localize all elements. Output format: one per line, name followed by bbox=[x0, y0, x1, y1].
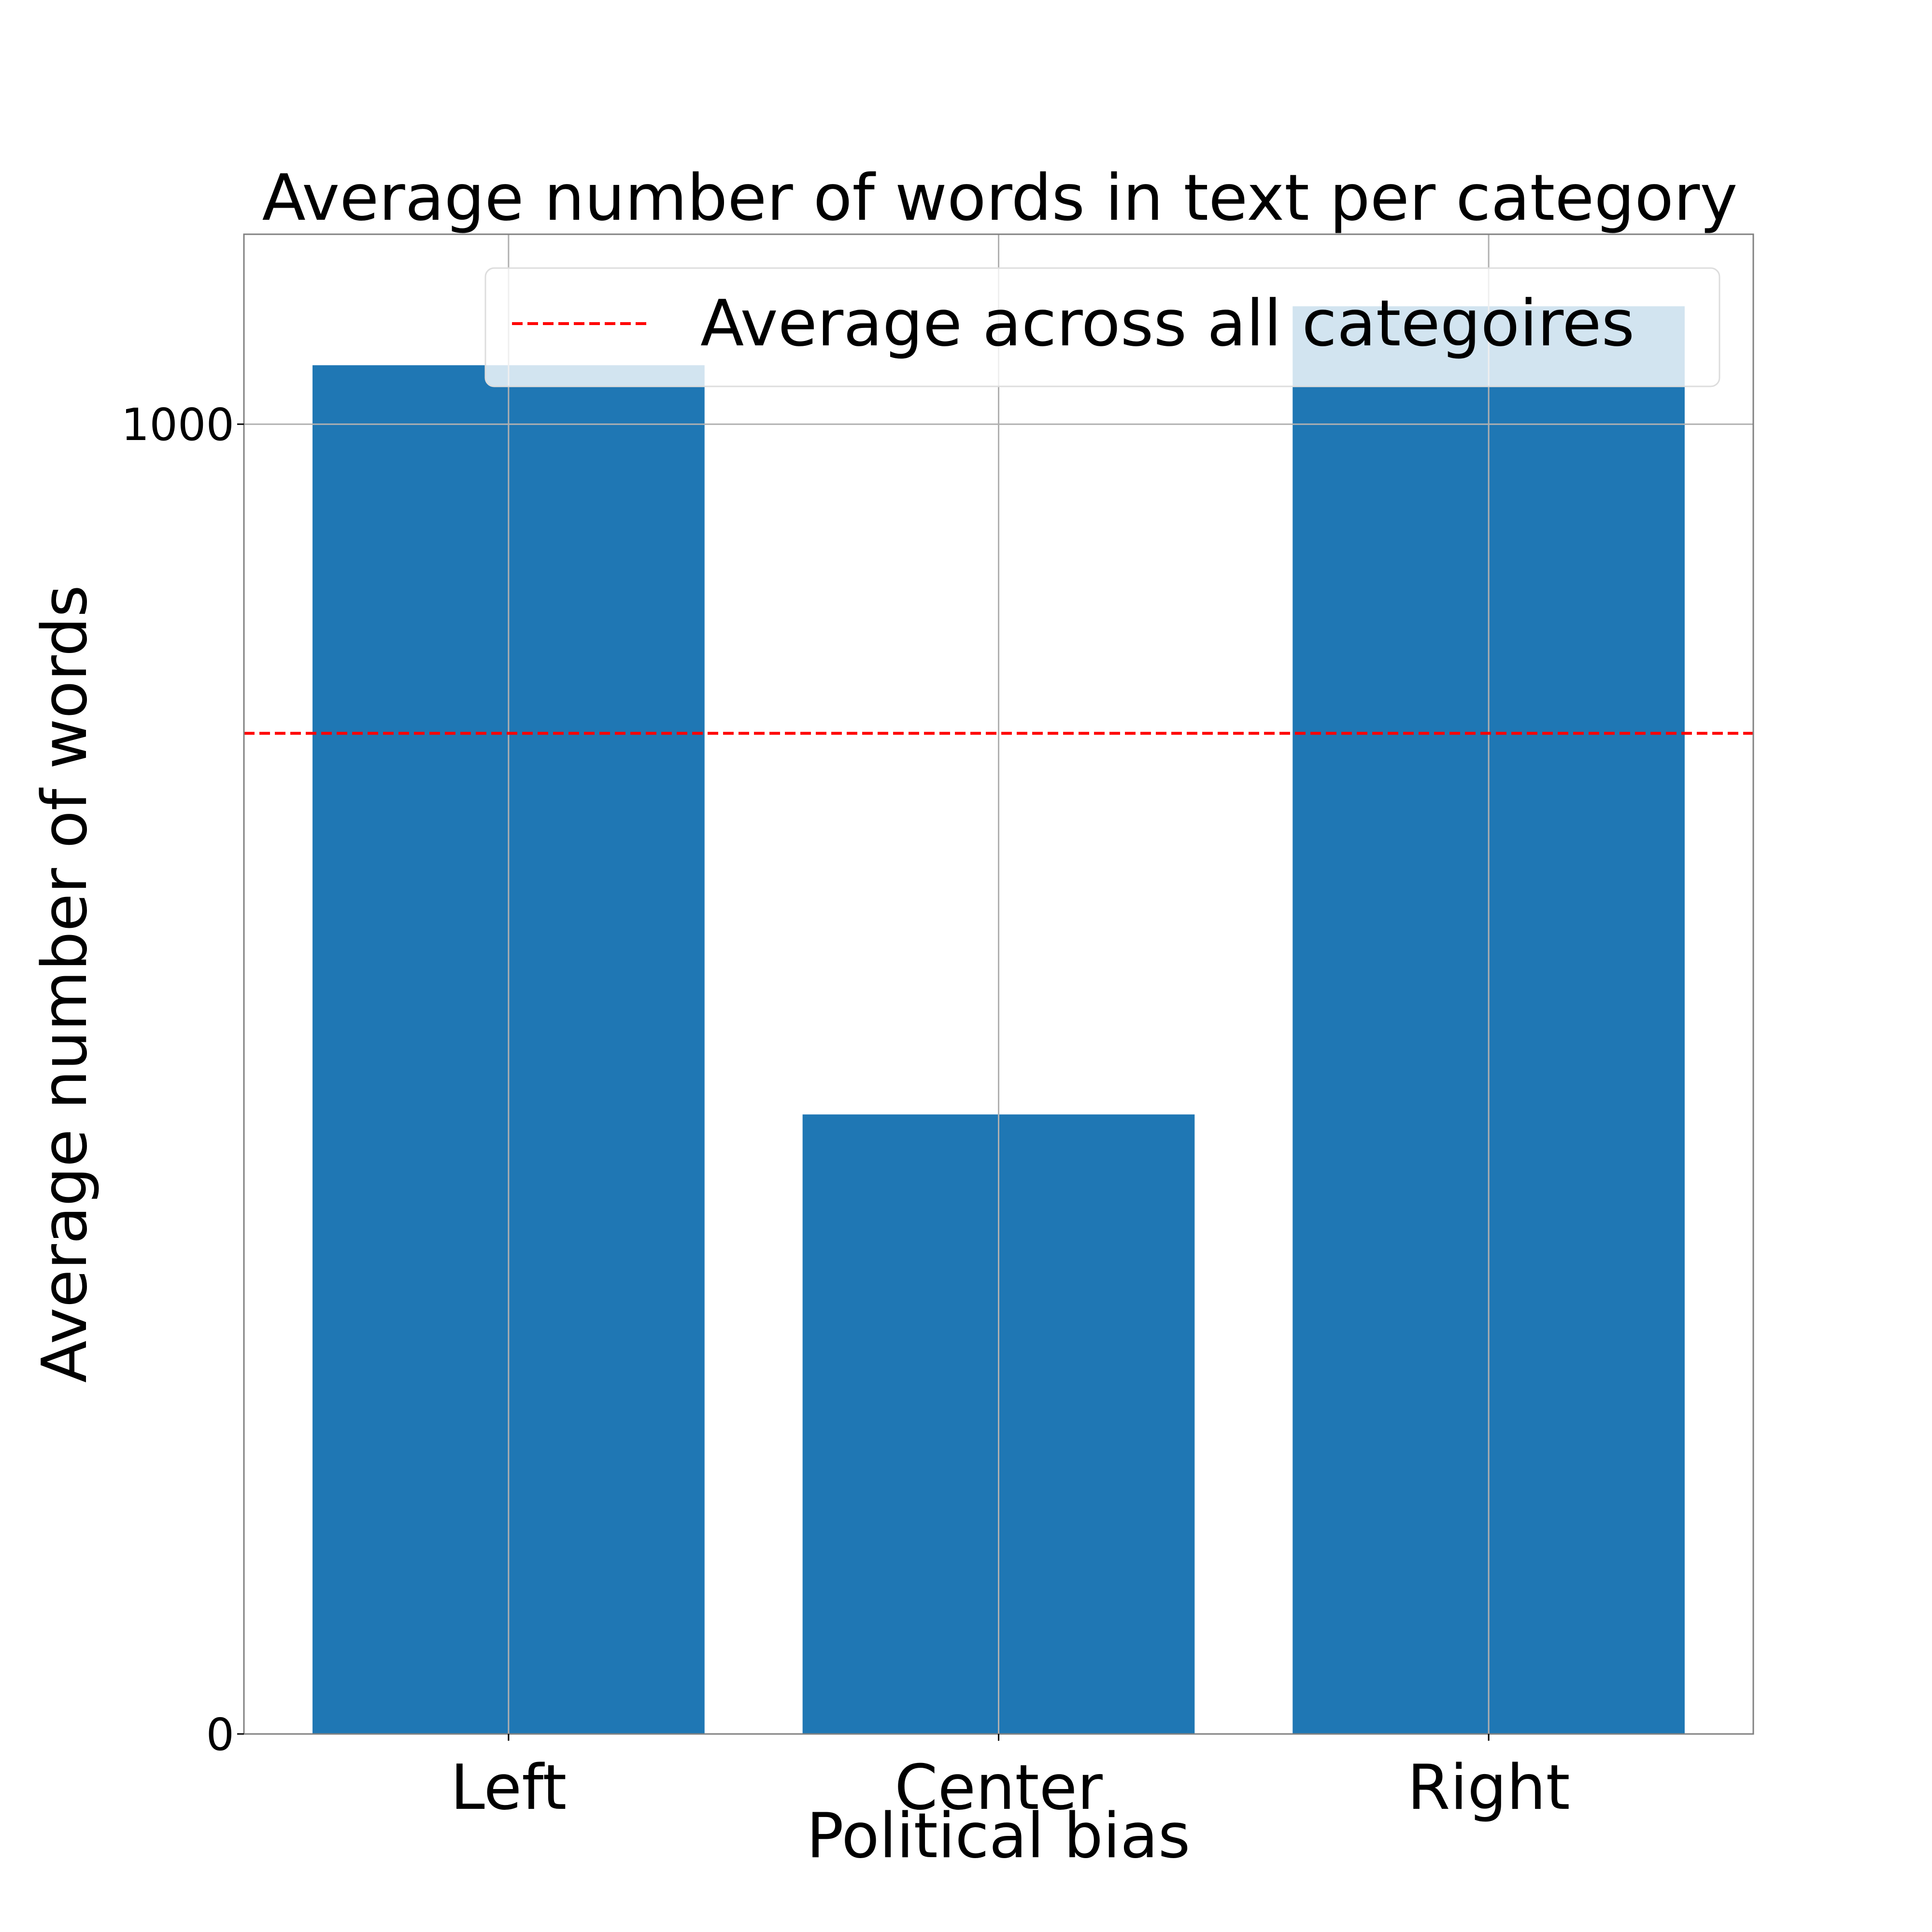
x-tick-label: Center bbox=[895, 1752, 1103, 1824]
legend-box bbox=[484, 267, 1720, 387]
y-tick-label: 1000 bbox=[121, 399, 234, 451]
x-axis-ticks: Left Center Right bbox=[450, 1734, 1570, 1824]
y-tick-label: 0 bbox=[206, 1709, 234, 1761]
x-axis-label: Political bias bbox=[807, 1800, 1191, 1872]
x-tick-label: Left bbox=[450, 1752, 567, 1824]
chart-title: Average number of words in text per cate… bbox=[262, 161, 1738, 235]
plot-area bbox=[243, 233, 1754, 1735]
y-axis-label: Average number of words bbox=[29, 585, 101, 1383]
legend: Average across all categoires bbox=[484, 267, 1720, 387]
x-tick-label: Right bbox=[1407, 1752, 1570, 1824]
y-axis-ticks: 0 1000 bbox=[121, 399, 244, 1761]
legend-label: Average across all categoires bbox=[700, 286, 1634, 361]
